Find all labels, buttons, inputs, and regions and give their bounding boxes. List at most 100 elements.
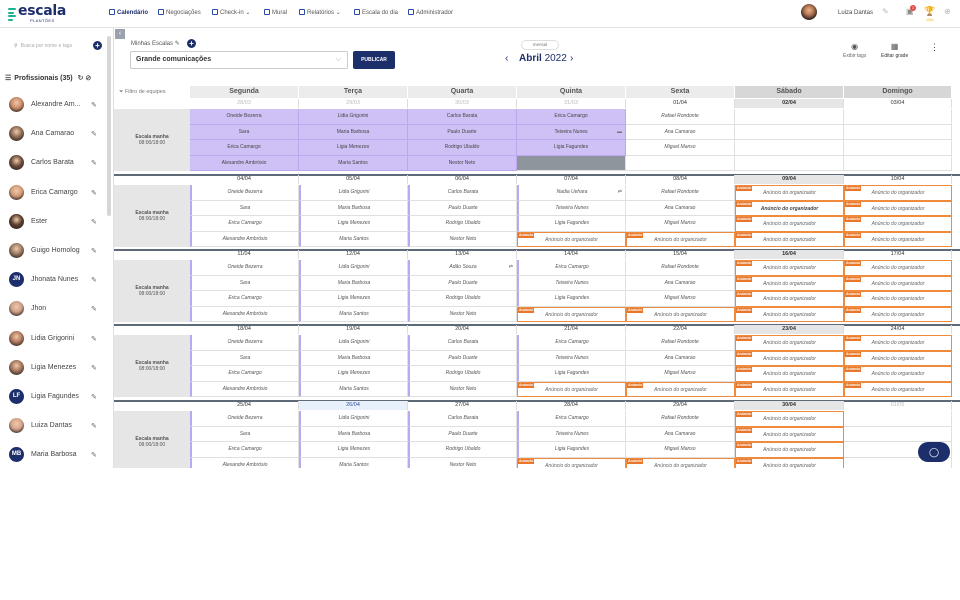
professional-item[interactable]: Luiza Dantas ✎ xyxy=(9,418,103,438)
shift-cell[interactable]: Lidia Grigorini xyxy=(299,335,408,351)
more-options-icon[interactable]: ⋮ xyxy=(930,42,939,52)
shift-cell[interactable]: Rodrigo Ubaldo xyxy=(408,140,517,156)
shift-cell[interactable]: Erica Camargo xyxy=(190,366,299,382)
announcement-cell[interactable]: Anúncio Anúncio do organizador xyxy=(735,350,844,367)
announcement-cell[interactable]: Anúncio Anúncio do organizador xyxy=(844,335,952,351)
shift-cell[interactable]: Ligia Fagundes xyxy=(517,216,626,232)
professional-item[interactable]: Carlos Barata ✎ xyxy=(9,155,103,175)
announcement-cell[interactable]: Anúncio Anúncio do organizador xyxy=(735,291,844,307)
shift-cell[interactable]: Maria Santos xyxy=(299,155,408,172)
shift-cell[interactable]: Oneide Bezerra xyxy=(190,185,299,201)
shift-cell[interactable]: Erica Camargo xyxy=(190,216,299,232)
edit-icon[interactable]: ✎ xyxy=(91,248,97,255)
shift-cell[interactable]: Paulo Duarte xyxy=(408,275,517,292)
announcement-cell[interactable]: Anúncio Anúncio do organizador xyxy=(844,275,952,292)
professional-item[interactable]: MB Maria Barbosa ✎ xyxy=(9,447,103,467)
prev-month-button[interactable]: ‹ xyxy=(505,53,509,64)
shift-cell[interactable]: Miguel Manso xyxy=(626,366,735,382)
nav-item-5[interactable]: Escala do dia xyxy=(354,9,398,16)
edit-icon[interactable]: ✎ xyxy=(91,160,97,168)
shift-cell[interactable]: Erica Camargo xyxy=(517,109,626,125)
professional-item[interactable]: Jhon ✎ xyxy=(9,301,103,321)
collapse-sidebar-button[interactable]: ‹ xyxy=(115,29,125,39)
shift-cell[interactable] xyxy=(844,155,952,172)
shift-cell[interactable]: Sara xyxy=(190,124,299,141)
announcement-cell[interactable]: Anúncio Anúncio do organizador xyxy=(517,231,626,248)
announcement-cell[interactable]: Anúncio Anúncio do organizador xyxy=(735,381,844,398)
shift-cell[interactable]: Alexandre Ambrósio xyxy=(190,155,299,172)
shift-cell[interactable] xyxy=(844,426,952,443)
shift-cell[interactable]: Ligia Fagundes xyxy=(517,140,626,156)
edit-icon[interactable]: ✎ xyxy=(91,131,97,139)
shift-cell[interactable]: Teixeira Nunes xyxy=(517,200,626,217)
shift-cell[interactable]: Rodrigo Ubaldo xyxy=(408,216,517,232)
shift-cell[interactable]: Teixeira Nunes xyxy=(517,350,626,367)
edit-icon[interactable]: ✎ xyxy=(91,364,97,372)
shift-cell[interactable]: Sara xyxy=(190,350,299,367)
swap-icon[interactable]: ⇄ xyxy=(508,264,513,270)
announcement-cell[interactable]: Anúncio Anúncio do organizador xyxy=(844,185,952,201)
shift-cell[interactable]: Maria Barbosa xyxy=(299,200,408,217)
edit-icon[interactable]: ✎ xyxy=(91,306,97,314)
chat-button[interactable]: ◯ xyxy=(918,442,950,462)
add-scale-button[interactable]: + xyxy=(187,39,196,48)
shift-cell[interactable] xyxy=(626,155,735,172)
shift-cell[interactable]: Paulo Duarte xyxy=(408,350,517,367)
publish-button[interactable]: PUBLICAR xyxy=(353,51,395,69)
announcement-cell[interactable]: Anúncio Anúncio do organizador xyxy=(844,216,952,232)
shift-cell[interactable]: Maria Santos xyxy=(299,381,408,398)
shift-cell[interactable]: Teixeira Nunes xyxy=(517,426,626,443)
shift-cell[interactable]: Ana Camarao xyxy=(626,275,735,292)
announcement-cell[interactable]: Anúncio Anúncio do organizador xyxy=(735,260,844,276)
shift-cell[interactable]: Ligia Menezes xyxy=(299,216,408,232)
shift-cell[interactable]: Oneide Bezerra xyxy=(190,109,299,125)
announcement-cell[interactable]: Anúncio Anúncio do organizador xyxy=(844,231,952,248)
announcement-cell[interactable]: Anúncio Anúncio do organizador xyxy=(735,216,844,232)
team-filter[interactable]: ⏷ Filtro de equipes xyxy=(119,89,166,95)
shift-cell[interactable]: Erica Camargo xyxy=(517,260,626,276)
announcement-cell[interactable]: Anúncio Anúncio do organizador xyxy=(626,231,735,248)
view-mode-toggle[interactable]: mensal xyxy=(521,40,559,50)
shift-cell[interactable]: Oneide Bezerra xyxy=(190,260,299,276)
shift-cell[interactable]: Ana Camarao xyxy=(626,124,735,141)
shift-cell[interactable]: Maria Barbosa xyxy=(299,124,408,141)
add-professional-button[interactable]: + xyxy=(93,41,102,50)
search-input[interactable]: ⚲ Busca por nome e tags xyxy=(8,39,88,53)
professional-item[interactable]: Alexandre Am... ✎ xyxy=(9,97,103,117)
announcement-cell[interactable]: Anúncio Anúncio do organizador xyxy=(844,366,952,382)
shift-cell[interactable]: Maria Santos xyxy=(299,231,408,248)
comment-icon[interactable]: ▬ xyxy=(617,128,622,135)
announcement-cell[interactable]: Anúncio Anúncio do organizador xyxy=(626,381,735,398)
announcement-cell[interactable]: Anúncio Anúncio do organizador xyxy=(735,231,844,248)
announcement-cell[interactable]: Anúncio Anúncio do organizador xyxy=(626,306,735,323)
edit-icon[interactable]: ✎ xyxy=(91,189,97,197)
shift-cell[interactable]: Ligia Fagundes xyxy=(517,291,626,307)
swap-icon[interactable]: ⇄ xyxy=(617,189,622,195)
shift-cell[interactable]: Maria Barbosa xyxy=(299,426,408,443)
shift-cell[interactable]: Nestor Neto xyxy=(408,457,517,468)
shift-cell[interactable] xyxy=(844,411,952,427)
shift-cell[interactable]: Ligia Menezes xyxy=(299,140,408,156)
announcement-cell[interactable]: Anúncio Anúncio do organizador xyxy=(844,381,952,398)
shift-cell[interactable]: Nestor Neto xyxy=(408,155,517,172)
announcement-cell[interactable]: Anúncio Anúncio do organizador xyxy=(844,306,952,323)
nav-item-3[interactable]: Mural xyxy=(264,9,287,16)
sidebar-scrollbar[interactable] xyxy=(107,36,111,216)
shift-cell[interactable]: Maria Santos xyxy=(299,306,408,323)
shift-cell[interactable]: Ana Camarao xyxy=(626,350,735,367)
shift-cell[interactable] xyxy=(844,442,952,458)
shift-cell[interactable]: Rodrigo Ubaldo xyxy=(408,366,517,382)
nav-item-4[interactable]: Relatórios ⌄ xyxy=(299,9,341,16)
shift-cell[interactable]: Lidia Grigorini xyxy=(299,185,408,201)
shift-cell[interactable]: Carlos Barata xyxy=(408,185,517,201)
shift-cell[interactable]: Nestor Neto xyxy=(408,231,517,248)
scale-select[interactable]: Grande comunicações ⌵ xyxy=(130,51,348,69)
shift-cell[interactable]: Nestor Neto xyxy=(408,306,517,323)
shift-cell[interactable]: Ana Camarao xyxy=(626,426,735,443)
nav-item-2[interactable]: Check-in ⌄ xyxy=(212,9,250,16)
shift-cell[interactable]: Nestor Neto xyxy=(408,381,517,398)
announcement-cell[interactable]: Anúncio Anúncio do organizador xyxy=(517,306,626,323)
shift-cell[interactable]: Lidia Grigorini xyxy=(299,260,408,276)
shift-cell[interactable] xyxy=(735,155,844,172)
shift-cell[interactable] xyxy=(517,155,626,172)
